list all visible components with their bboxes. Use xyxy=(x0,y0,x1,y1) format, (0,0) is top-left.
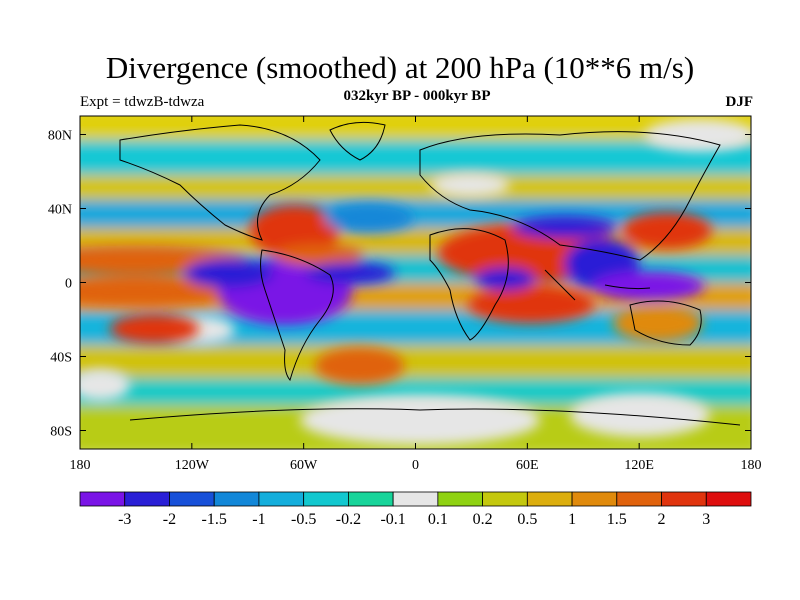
colorbar-label: 3 xyxy=(702,511,710,528)
colorbar-swatch xyxy=(482,491,528,507)
colorbar-swatch xyxy=(258,491,305,507)
anomaly-region-7 xyxy=(273,243,364,266)
x-tick-label: 0 xyxy=(412,458,419,473)
anomaly-region-8 xyxy=(305,262,395,285)
anomaly-region-17 xyxy=(314,347,405,385)
colorbar-label: -0.5 xyxy=(291,511,316,528)
anomaly-region-18 xyxy=(324,202,414,233)
colorbar-label: 1.5 xyxy=(607,511,627,528)
anomaly-regions xyxy=(80,202,712,385)
anomaly-region-14 xyxy=(622,212,712,250)
anomaly-region-16 xyxy=(512,215,617,239)
chart-title: Divergence (smoothed) at 200 hPa (10**6 … xyxy=(105,50,695,85)
colorbar: -3 -2 -1.5 -1 -0.5 -0.2 -0.1 0.1 0.2 0.5 1 1.5 2 3 xyxy=(79,491,752,528)
x-tick-label: 120E xyxy=(624,458,654,473)
chart-subtitle: 032kyr BP - 000kyr BP xyxy=(343,88,491,104)
anomaly-region-15 xyxy=(613,304,703,342)
colorbar-label: -3 xyxy=(118,511,131,528)
y-tick-label: 80S xyxy=(50,425,72,440)
anomaly-region-5 xyxy=(184,258,274,289)
colorbar-swatch xyxy=(526,491,573,507)
x-axis: 180 120W 60W 0 60E 120E 180 xyxy=(70,116,762,473)
colorbar-swatch xyxy=(169,491,215,507)
anomaly-region-6 xyxy=(249,204,340,257)
colorbar-swatch xyxy=(392,491,439,507)
colorbar-swatch xyxy=(303,491,349,507)
x-tick-label: 120W xyxy=(175,458,210,473)
x-tick-label: 180 xyxy=(70,458,91,473)
colorbar-label: 0.5 xyxy=(517,511,537,528)
colorbar-label: 1 xyxy=(568,511,576,528)
anomaly-region-2 xyxy=(109,313,200,344)
x-tick-label: 60E xyxy=(516,458,539,473)
y-tick-label: 40S xyxy=(50,351,72,366)
colorbar-label: -2 xyxy=(163,511,176,528)
colorbar-label: 0.2 xyxy=(473,511,493,528)
anomaly-region-11 xyxy=(475,267,535,290)
season-label: DJF xyxy=(725,94,754,110)
y-tick-label: 80N xyxy=(48,129,72,144)
colorbar-swatch xyxy=(705,491,752,507)
y-tick-label: 40N xyxy=(48,203,72,218)
colorbar-swatch xyxy=(213,491,260,507)
colorbar-label: 0.1 xyxy=(428,511,448,528)
colorbar-label: 2 xyxy=(658,511,666,528)
colorbar-label: -0.2 xyxy=(336,511,361,528)
colorbar-swatch xyxy=(616,491,662,507)
colorbar-swatch xyxy=(79,491,126,507)
y-axis: 80N 40N 0 40S 80S xyxy=(48,129,751,440)
x-tick-label: 180 xyxy=(741,458,762,473)
colorbar-label: -0.1 xyxy=(380,511,405,528)
colorbar-swatch xyxy=(571,491,618,507)
colorbar-swatch xyxy=(437,491,484,507)
anomaly-region-13 xyxy=(592,271,705,302)
experiment-label: Expt = tdwzB-tdwza xyxy=(80,94,205,110)
x-tick-label: 60W xyxy=(290,458,318,473)
colorbar-label: -1 xyxy=(252,511,265,528)
anomaly-region-10 xyxy=(467,286,595,324)
colorbar-swatch xyxy=(124,491,170,507)
colorbar-swatch xyxy=(347,491,394,507)
colorbar-label: -1.5 xyxy=(202,511,227,528)
y-tick-label: 0 xyxy=(65,277,72,292)
plot-area xyxy=(80,116,751,449)
coastlines xyxy=(119,121,741,426)
colorbar-swatch xyxy=(661,491,707,507)
